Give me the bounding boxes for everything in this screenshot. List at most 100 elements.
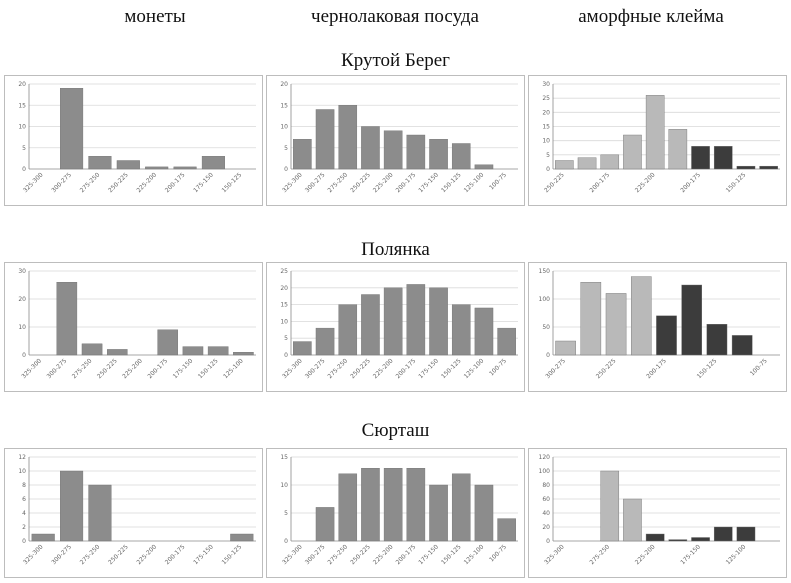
y-tick-label: 80 <box>542 482 550 489</box>
x-tick-label: 250-225 <box>543 171 566 194</box>
x-tick-label: 225-200 <box>372 543 395 566</box>
y-tick-label: 10 <box>18 124 26 131</box>
y-tick-label: 0 <box>546 166 550 173</box>
y-tick-label: 0 <box>284 352 288 359</box>
x-tick-label: 250-225 <box>107 543 130 566</box>
y-tick-label: 10 <box>280 482 288 489</box>
y-tick-label: 30 <box>18 268 26 275</box>
x-tick-label: 175-150 <box>679 543 702 566</box>
column-header-stamps: аморфные клейма <box>578 6 724 27</box>
y-tick-label: 0 <box>22 352 26 359</box>
x-tick-label: 200-175 <box>588 171 611 194</box>
bar <box>383 468 403 542</box>
x-tick-label: 225-200 <box>121 357 144 380</box>
chart-svg: 0 5 10 15 20 325-300 300-275 275-250 250-225 225-… <box>18 81 256 194</box>
x-tick-label: 200-175 <box>679 171 702 194</box>
chart-panel: 0 5 10 15 20 25 325-300 300-275 275-250 250-225 22… <box>266 262 525 392</box>
chart-panel: 0 50 100 150 300-275 250-225 200-175 150-125 100… <box>528 262 787 392</box>
y-tick-label: 100 <box>539 296 551 303</box>
y-tick-label: 30 <box>542 81 550 88</box>
bar <box>60 470 84 542</box>
x-tick-label: 175-150 <box>417 171 440 194</box>
x-tick-label: 300-275 <box>304 357 327 380</box>
x-tick-label: 325-300 <box>281 357 304 380</box>
site-title-syurtash: Сюрташ <box>361 420 430 441</box>
bar <box>182 346 204 356</box>
y-tick-label: 0 <box>22 166 26 173</box>
bar <box>361 468 380 542</box>
y-tick-label: 10 <box>18 468 26 475</box>
x-tick-label: 100-75 <box>488 543 508 563</box>
chart-svg: 0 5 10 15 325-300 300-275 275-250 250-225 225-20… <box>280 454 518 566</box>
bar <box>580 282 602 356</box>
bar <box>474 484 494 542</box>
bar <box>429 484 448 542</box>
y-tick-label: 15 <box>280 454 288 461</box>
x-tick-label: 225-200 <box>135 171 158 194</box>
bar <box>451 473 471 542</box>
x-tick-label: 225-200 <box>372 357 395 380</box>
y-tick-label: 20 <box>280 285 288 292</box>
y-tick-label: 5 <box>22 145 26 152</box>
x-tick-label: 175-150 <box>417 357 440 380</box>
bar <box>731 335 753 356</box>
chart-panel: 0 10 20 30 325-300 300-275 275-250 250-225 225-2… <box>4 262 263 392</box>
chart-svg: 0 20 40 60 80 100 120 325-300 275-250 225-200 175-… <box>539 454 780 566</box>
x-tick-label: 200-175 <box>146 357 169 380</box>
y-tick-label: 0 <box>284 166 288 173</box>
x-tick-label: 300-275 <box>46 357 69 380</box>
x-tick-label: 275-250 <box>326 543 349 566</box>
y-tick-label: 20 <box>280 81 288 88</box>
y-tick-label: 0 <box>546 538 550 545</box>
y-tick-label: 20 <box>18 81 26 88</box>
x-tick-label: 175-150 <box>172 357 195 380</box>
bar <box>645 95 665 170</box>
x-tick-label: 325-300 <box>22 543 45 566</box>
y-tick-label: 100 <box>539 468 551 475</box>
bar <box>173 166 197 170</box>
bar <box>60 88 84 170</box>
y-tick-label: 5 <box>546 152 550 159</box>
bar <box>293 341 312 356</box>
x-tick-label: 150-125 <box>440 543 463 566</box>
x-tick-label: 250-225 <box>96 357 119 380</box>
chart-panel: 0 5 10 15 325-300 300-275 275-250 250-225 225-20… <box>266 448 525 578</box>
x-tick-label: 250-225 <box>349 171 372 194</box>
x-tick-label: 275-250 <box>79 171 102 194</box>
bar <box>88 484 112 542</box>
x-tick-label: 125-100 <box>222 357 245 380</box>
bar <box>406 284 426 356</box>
y-tick-label: 40 <box>542 510 550 517</box>
y-tick-label: 25 <box>280 268 288 275</box>
y-tick-label: 10 <box>280 318 288 325</box>
bar <box>713 146 733 170</box>
y-tick-label: 20 <box>542 524 550 531</box>
bar <box>338 473 358 542</box>
y-tick-label: 2 <box>22 524 26 531</box>
bar <box>315 327 335 356</box>
y-tick-label: 20 <box>18 296 26 303</box>
y-tick-label: 15 <box>280 302 288 309</box>
x-tick-label: 325-300 <box>20 357 43 380</box>
x-tick-label: 250-225 <box>595 357 618 380</box>
bar <box>157 329 179 356</box>
y-tick-label: 10 <box>542 138 550 145</box>
bar <box>406 134 426 170</box>
bar <box>497 327 516 356</box>
chart-svg: 0 10 20 30 325-300 300-275 275-250 250-225 225-2… <box>18 268 256 380</box>
chart-panel: 0 5 10 15 20 25 30 250-225 200-175 225-200 200-175… <box>528 75 787 206</box>
x-tick-label: 225-200 <box>634 543 657 566</box>
y-tick-label: 120 <box>539 454 551 461</box>
bar <box>293 139 312 170</box>
column-header-coins: монеты <box>124 6 186 27</box>
bar <box>315 507 335 542</box>
bar <box>106 349 128 356</box>
chart-panel: 0 5 10 15 20 325-300 300-275 275-250 250-225 225-… <box>266 75 525 206</box>
y-tick-label: 60 <box>542 496 550 503</box>
x-tick-label: 125-100 <box>463 543 486 566</box>
chart-svg: 0 50 100 150 300-275 250-225 200-175 150-125 100… <box>539 268 780 380</box>
x-tick-label: 325-300 <box>543 543 566 566</box>
x-tick-label: 125-100 <box>725 543 748 566</box>
x-tick-label: 200-175 <box>395 543 418 566</box>
bar <box>474 164 494 170</box>
